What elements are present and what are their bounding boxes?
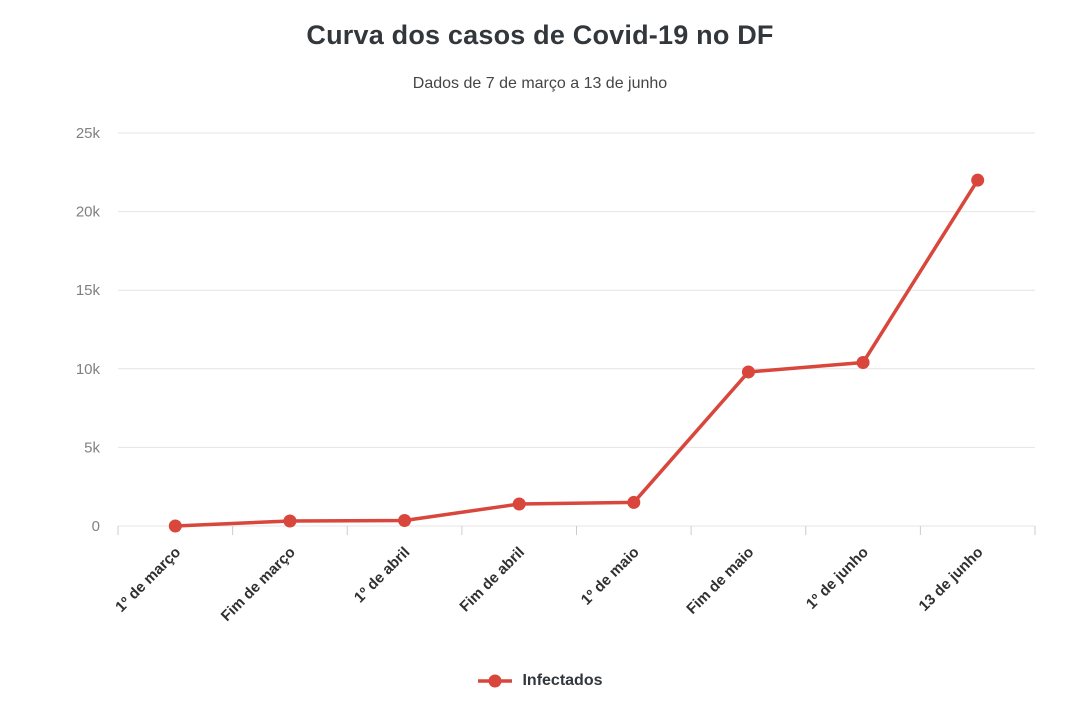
x-tick-label: 1º de março <box>112 544 184 616</box>
y-tick-label: 5k <box>84 439 100 456</box>
data-point[interactable] <box>627 495 641 509</box>
legend-line-dot-icon <box>478 674 513 688</box>
y-tick-label: 20k <box>76 204 101 221</box>
data-point[interactable] <box>741 365 755 379</box>
y-tick-label: 25k <box>76 125 101 142</box>
legend-dot <box>488 674 502 688</box>
data-point[interactable] <box>971 173 985 187</box>
legend: Infectados <box>0 672 1080 690</box>
legend-label: Infectados <box>522 672 603 689</box>
legend-item-infectados[interactable]: Infectados <box>477 672 603 690</box>
data-point[interactable] <box>283 514 297 528</box>
y-tick-label: 10k <box>76 361 101 378</box>
line-chart-plot: 0 5k 10k 15k 20k 25k 1º de março Fim de março 1º… <box>76 125 1036 625</box>
x-tick-label: Fim de maio <box>683 544 757 618</box>
data-point[interactable] <box>512 497 526 511</box>
chart-subtitle: Dados de 7 de março a 13 de junho <box>412 75 668 92</box>
data-point[interactable] <box>856 356 870 370</box>
x-tick-label: 1º de abril <box>351 544 413 606</box>
data-point[interactable] <box>398 513 412 527</box>
chart-title: Curva dos casos de Covid-19 no DF <box>306 20 774 50</box>
series-line <box>173 178 980 528</box>
data-point[interactable] <box>168 519 182 533</box>
x-tick-label: Fim de abril <box>456 544 528 616</box>
y-tick-label: 15k <box>76 282 101 299</box>
x-tick-label: Fim de março <box>218 544 299 625</box>
x-tick-label: 1º de maio <box>578 544 643 609</box>
y-tick-label: 0 <box>92 518 100 535</box>
x-tick-label: 13 de junho <box>916 544 987 615</box>
x-tick-label: 1º de junho <box>803 544 872 613</box>
